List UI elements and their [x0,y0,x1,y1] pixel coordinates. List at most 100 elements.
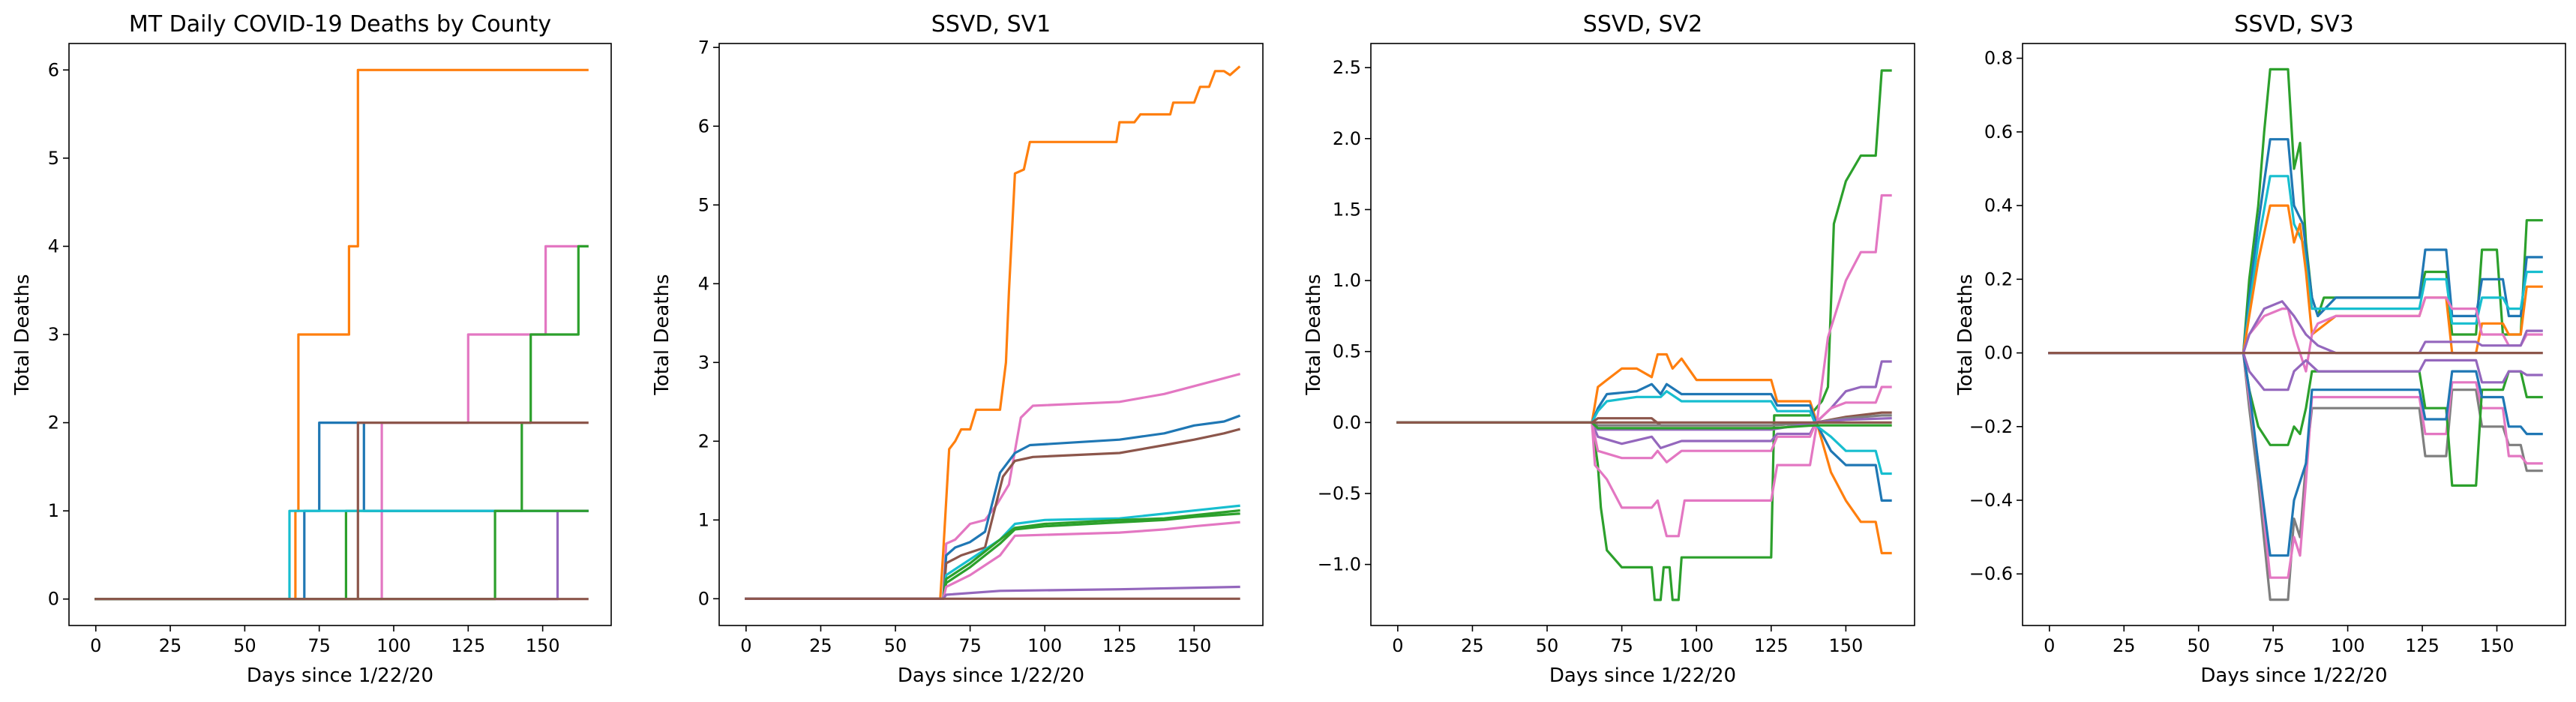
series-line-s6 [1398,362,1891,448]
series-line-s7 [746,514,1239,598]
x-tick-label: 0 [90,635,101,656]
y-tick-label: −0.4 [1969,490,2013,511]
axes-frame [719,44,1263,626]
y-axis-label: Total Deaths [1954,274,1977,395]
x-tick-label: 75 [958,635,982,656]
y-axis-label: Total Deaths [11,274,34,395]
series-line-s5 [1398,392,1891,474]
series-group [1398,70,1891,600]
y-tick-label: 7 [698,37,709,58]
series-line-s3 [746,416,1239,599]
x-tick-label: 50 [2187,635,2210,656]
y-tick-label: 5 [48,148,59,169]
series-line-s2 [1398,355,1891,554]
x-axis-label: Days since 1/22/20 [1549,664,1736,687]
chart-title: MT Daily COVID-19 Deaths by County [129,11,551,38]
chart-panel-1: 0 25 50 75 100 125 150 0 1 2 3 4 5 6 MT Daily COVID-19… [11,11,611,687]
y-axis-label: Total Deaths [651,274,673,395]
series-line-s3 [1398,196,1891,536]
x-tick-label: 125 [2405,635,2440,656]
y-tick-label: −0.6 [1969,563,2013,584]
y-tick-label: 6 [48,59,59,80]
y-tick-label: 0.8 [1984,48,2013,69]
y-tick-label: 1 [698,509,709,530]
y-tick-label: 0.6 [1984,122,2013,142]
x-tick-label: 0 [1392,635,1403,656]
y-tick-label: −0.2 [1969,416,2013,437]
y-axis-label: Total Deaths [1303,274,1325,395]
y-tick-label: 6 [698,116,709,136]
y-tick-label: 2.5 [1333,57,1361,78]
chart-title: SSVD, SV2 [1583,11,1702,38]
series-line-s8 [2050,353,2542,578]
series-line-s2 [2050,140,2542,353]
y-tick-label: 2.0 [1333,128,1361,149]
y-tick-label: 1.0 [1333,270,1361,291]
chart-panel-4: 0 25 50 75 100 125 150 −0.6 −0.4 −0.2 0.0 0.2 0.4 0.6… [1954,11,2566,687]
x-tick-label: 150 [1177,635,1211,656]
series-group [96,70,587,598]
series-line-s7 [96,511,587,599]
chart-panel-2: 0 25 50 75 100 125 150 0 1 2 3 4 5 6 7 SSVD, SV1 Days si… [651,11,1263,687]
y-tick-label: 3 [698,352,709,373]
chart-title: SSVD, SV1 [931,11,1051,38]
x-tick-label: 0 [740,635,751,656]
y-tick-label: 1 [48,500,59,521]
y-tick-label: −1.0 [1318,554,1361,575]
series-line-s1 [1398,70,1891,600]
series-line-s5 [96,511,587,599]
y-tick-label: 0.2 [1984,268,2013,290]
y-tick-label: 2 [698,430,709,452]
y-tick-label: 0 [698,588,709,609]
x-tick-label: 75 [1610,635,1633,656]
x-tick-label: 125 [1102,635,1137,656]
y-tick-label: 3 [48,324,59,345]
x-tick-label: 50 [884,635,907,656]
y-tick-label: 0.0 [1984,343,2013,364]
x-tick-label: 50 [233,635,256,656]
y-tick-label: 0 [48,589,59,610]
y-tick-label: −0.5 [1318,483,1361,504]
x-tick-label: 100 [2331,635,2365,656]
x-tick-label: 100 [376,635,411,656]
x-axis-label: Days since 1/22/20 [898,664,1084,687]
x-tick-label: 100 [1027,635,1062,656]
x-tick-label: 100 [1679,635,1714,656]
x-tick-label: 125 [1754,635,1789,656]
series-group [746,68,1239,599]
x-tick-label: 25 [159,635,182,656]
x-tick-label: 125 [451,635,485,656]
x-axis-label: Days since 1/22/20 [2200,664,2387,687]
series-line-s6 [746,511,1239,599]
y-tick-label: 5 [698,194,709,215]
series-line-s8 [96,511,587,599]
axes-frame [1371,44,1915,626]
x-tick-label: 0 [2044,635,2055,656]
x-tick-label: 25 [2113,635,2136,656]
x-tick-label: 25 [809,635,832,656]
series-line-s2 [746,374,1239,598]
x-tick-label: 75 [307,635,331,656]
x-tick-label: 150 [2480,635,2515,656]
y-tick-label: 2 [48,412,59,434]
series-group [2050,69,2542,599]
y-tick-label: 0.4 [1984,195,2013,216]
x-axis-label: Days since 1/22/20 [247,664,433,687]
x-tick-label: 50 [1536,635,1559,656]
series-line-s7 [2050,353,2542,600]
y-tick-label: 4 [698,273,709,294]
chart-title: SSVD, SV3 [2234,11,2353,38]
x-tick-label: 25 [1461,635,1484,656]
series-line-s9 [746,587,1239,599]
y-tick-label: 0.5 [1333,341,1361,362]
series-line-s9 [2050,353,2542,486]
chart-panel-3: 0 25 50 75 100 125 150 −1.0 −0.5 0.0 0.5 1.0 1.5 2.0 2… [1303,11,1915,687]
y-tick-label: 0.0 [1333,412,1361,433]
y-tick-label: 1.5 [1333,199,1361,220]
series-line-s4 [1398,384,1891,500]
x-tick-label: 75 [2262,635,2285,656]
x-tick-label: 150 [526,635,560,656]
y-tick-label: 4 [48,236,59,256]
x-tick-label: 150 [1828,635,1863,656]
